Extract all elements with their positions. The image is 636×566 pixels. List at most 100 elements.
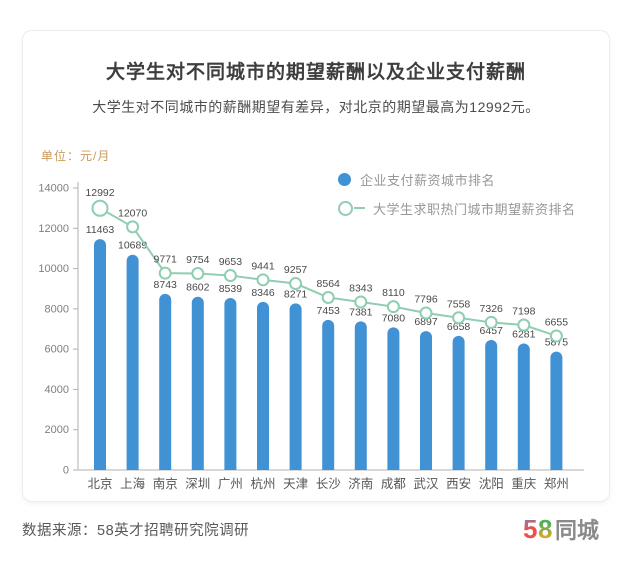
y-tick-label: 8000 [45, 303, 69, 315]
bar [322, 319, 335, 470]
legend-label-line: 大学生求职热门城市期望薪资排名 [373, 201, 576, 217]
bar-value-label: 6457 [480, 325, 504, 337]
line-value-label: 8343 [349, 282, 373, 294]
line-segment-icon [354, 207, 365, 209]
bar [550, 351, 563, 470]
x-category-label: 济南 [348, 476, 373, 491]
filled-circle-icon [338, 172, 351, 186]
bar-value-label: 7381 [349, 306, 373, 318]
line-marker [386, 300, 400, 314]
legend-item-bar: 企业支付薪资城市排名 [338, 168, 576, 190]
x-category-label: 武汉 [413, 477, 439, 491]
logo-58tongcheng: 5 8 同城 [523, 514, 599, 544]
bar [289, 303, 302, 470]
bar-value-label: 7453 [317, 305, 341, 317]
line-marker [191, 267, 205, 281]
line-value-label: 12992 [85, 187, 114, 199]
bar-value-label: 6897 [414, 316, 438, 328]
bar-value-label: 11463 [86, 224, 115, 236]
line-value-label: 9441 [251, 260, 275, 272]
line-marker [158, 266, 172, 280]
bar [159, 293, 172, 470]
legend-label-bar: 企业支付薪资城市排名 [360, 172, 496, 188]
y-tick-label: 12000 [38, 223, 69, 235]
line-marker [256, 273, 270, 287]
bar [126, 254, 139, 470]
x-category-label: 天津 [283, 477, 308, 491]
line-marker [452, 311, 466, 325]
line-marker [223, 269, 237, 283]
bar [517, 343, 530, 470]
x-category-label: 成都 [381, 477, 407, 491]
y-tick-label: 14000 [38, 183, 69, 195]
bar [224, 298, 237, 470]
x-category-label: 深圳 [185, 477, 210, 491]
line-value-label: 12070 [118, 207, 147, 219]
x-category-label: 广州 [218, 477, 243, 491]
line-value-label: 8564 [317, 278, 341, 290]
unit-label: 单位：元/月 [41, 149, 111, 163]
line-value-label: 7198 [512, 306, 536, 318]
circle-marker-icon [338, 200, 353, 216]
line-value-label: 8110 [382, 287, 405, 299]
line-value-label: 9771 [154, 254, 178, 266]
line-value-label: 7558 [447, 298, 471, 310]
bar-value-label: 6658 [447, 321, 471, 333]
bar-value-label: 8602 [186, 282, 210, 294]
logo-digit-5: 5 [523, 514, 537, 544]
x-category-label: 上海 [120, 476, 146, 491]
line-marker [289, 277, 303, 291]
bar [387, 327, 400, 470]
x-category-label: 长沙 [316, 477, 342, 491]
chart-subtitle: 大学生对不同城市的薪酬期望有差异，对北京的期望最高为12992元。 [92, 99, 540, 115]
x-category-label: 杭州 [250, 476, 275, 491]
y-tick-label: 10000 [38, 263, 69, 275]
chart-card: 大学生对不同城市的期望薪酬以及企业支付薪酬 大学生对不同城市的薪酬期望有差异，对… [22, 30, 610, 502]
line-value-label: 6655 [545, 316, 569, 328]
line-value-label: 9754 [186, 254, 210, 266]
bar [354, 321, 367, 470]
bar [420, 331, 432, 470]
x-category-label: 沈阳 [479, 476, 504, 491]
bar-value-label: 8271 [284, 288, 308, 300]
x-category-label: 北京 [87, 477, 112, 491]
chart-title: 大学生对不同城市的期望薪酬以及企业支付薪酬 [105, 62, 526, 83]
y-tick-label: 2000 [45, 424, 69, 436]
line-marker [354, 295, 368, 309]
open-circle-line-icon [338, 200, 365, 216]
line-marker [126, 220, 140, 234]
bar-value-label: 8346 [251, 287, 275, 299]
bar-value-label: 8743 [154, 279, 178, 291]
line-value-label: 7796 [414, 293, 438, 305]
legend: 企业支付薪资城市排名 大学生求职热门城市期望薪资排名 [338, 168, 576, 226]
bar [485, 339, 498, 470]
x-category-label: 郑州 [544, 476, 569, 491]
x-category-label: 南京 [153, 476, 178, 491]
y-tick-label: 4000 [45, 384, 69, 396]
bar-value-label: 5875 [545, 337, 569, 349]
line-value-label: 9653 [219, 256, 243, 268]
legend-item-line: 大学生求职热门城市期望薪资排名 [338, 197, 576, 219]
bar [94, 239, 106, 470]
y-tick-label: 6000 [45, 344, 69, 356]
line-marker [91, 199, 109, 217]
line-value-label: 7326 [480, 303, 504, 315]
bar [452, 335, 465, 470]
bar-value-label: 7080 [382, 312, 406, 324]
line-marker [484, 315, 498, 329]
bar-value-label: 10689 [118, 240, 147, 252]
x-category-label: 西安 [446, 476, 471, 491]
line-marker [321, 290, 335, 304]
y-tick-label: 0 [63, 465, 69, 477]
logo-company-name: 同城 [555, 518, 599, 543]
logo-digit-8: 8 [538, 514, 552, 544]
x-category-label: 重庆 [511, 476, 537, 491]
bar-value-label: 8539 [219, 283, 243, 295]
bar-value-label: 6281 [512, 328, 536, 340]
bar [257, 301, 269, 470]
data-source-label: 数据来源：58英才招聘研究院调研 [22, 523, 250, 539]
line-value-label: 9257 [284, 264, 308, 276]
line-marker [517, 318, 531, 332]
